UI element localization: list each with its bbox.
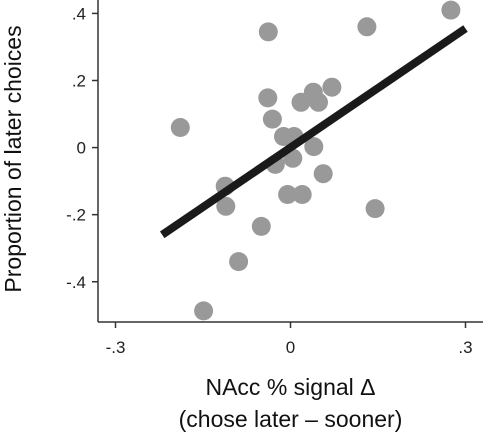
data-point-16 <box>313 164 333 184</box>
x-tick-label-3: .3 <box>458 338 472 357</box>
data-point-19 <box>292 185 312 204</box>
y-tick-label-3: 0 <box>77 139 86 158</box>
axes: .4 .2 0 -.2 -.4 -.3 0 .3 <box>66 0 483 357</box>
y-tick-label-4: -.2 <box>66 206 86 225</box>
data-point-3 <box>258 22 278 42</box>
y-tick-label-5: -.4 <box>66 273 86 292</box>
data-point-2 <box>357 17 377 37</box>
data-point-8 <box>258 88 278 108</box>
data-point-6 <box>291 92 311 112</box>
x-axis-subtitle: (chose later – sooner) <box>179 406 403 432</box>
data-point-23 <box>229 252 249 272</box>
y-tick-label-1: .4 <box>72 4 86 23</box>
plot-area <box>159 0 468 321</box>
data-point-24 <box>194 301 214 321</box>
data-point-4 <box>322 77 342 97</box>
data-point-1 <box>441 0 461 20</box>
data-point-22 <box>251 216 271 236</box>
data-point-21 <box>365 199 385 219</box>
y-axis-title: Proportion of later choices <box>0 25 26 292</box>
y-tick-label-2: .2 <box>72 72 86 91</box>
x-tick-label-2: 0 <box>286 338 295 357</box>
data-point-20 <box>216 196 236 216</box>
x-axis-title: NAcc % signal Δ <box>205 374 375 400</box>
data-point-18 <box>278 185 298 204</box>
x-tick-label-1: -.3 <box>106 338 126 357</box>
axis-labels: NAcc % signal Δ (chose later – sooner) P… <box>0 25 402 432</box>
data-point-9 <box>170 118 190 137</box>
data-point-7 <box>309 92 328 112</box>
data-point-13 <box>304 137 324 157</box>
fit-line <box>159 25 468 239</box>
data-point-10 <box>262 109 282 129</box>
